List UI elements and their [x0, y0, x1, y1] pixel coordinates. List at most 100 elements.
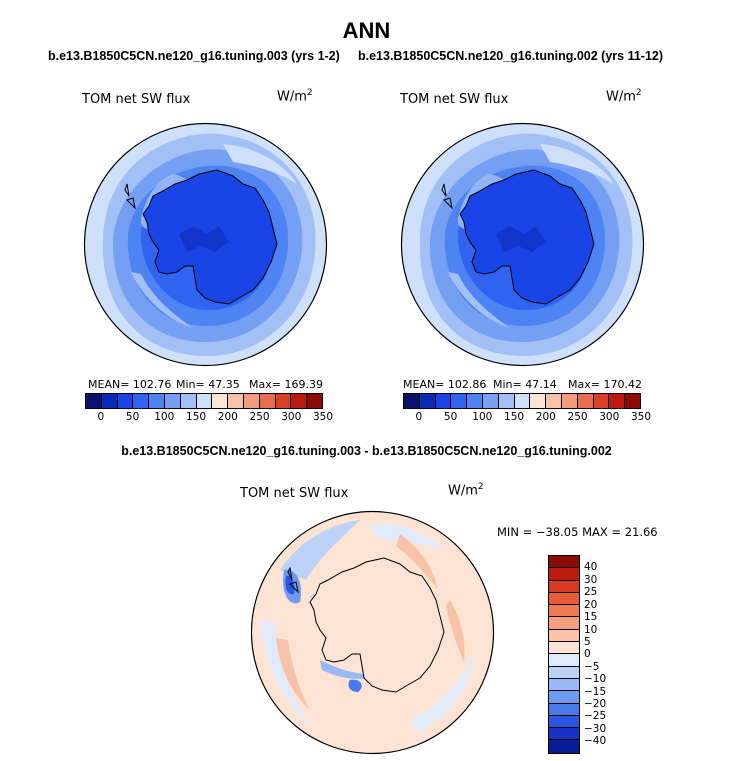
colorbar-tick-label: −5	[584, 660, 600, 673]
colorbar-swatch	[275, 394, 292, 408]
colorbar-swatch	[549, 629, 579, 643]
colorbar-swatch	[117, 394, 134, 408]
colorbar-swatch	[549, 666, 579, 679]
colorbar-swatch	[549, 580, 579, 593]
colorbar-swatch	[549, 568, 579, 581]
colorbar-swatch	[549, 654, 579, 667]
colorbar-tick-label: 15	[584, 611, 598, 624]
colorbar-swatch	[259, 394, 276, 408]
panel2-colorbar: 0 50 100 150 200 250 300 350	[403, 393, 651, 423]
colorbar-tick-label: 250	[249, 411, 270, 423]
panel1-min-text: Min= 47.35	[176, 378, 240, 391]
colorbar-swatch	[549, 740, 579, 753]
panel3-colorbar: 40 30 25 20 15 10 5 0 −5 −10 −15 −20 −25 −30 −40	[548, 555, 606, 754]
colorbar-tick-label: 20	[584, 598, 598, 611]
colorbar-swatch	[228, 394, 244, 408]
colorbar-tick-label: −10	[584, 673, 607, 686]
colorbar-tick-label: 100	[472, 411, 493, 423]
colorbar-tick-label: −40	[584, 735, 607, 748]
colorbar-swatch	[482, 394, 499, 408]
colorbar-swatch	[609, 394, 626, 408]
colorbar-tick-label: 250	[567, 411, 588, 423]
colorbar-swatch	[307, 394, 322, 408]
figure-title: ANN	[342, 18, 391, 43]
colorbar-swatch	[149, 394, 165, 408]
colorbar-swatch	[549, 703, 579, 716]
colorbar-swatch	[196, 394, 213, 408]
colorbar-swatch	[549, 678, 579, 692]
colorbar-swatch	[561, 394, 578, 408]
colorbar-swatch	[180, 394, 197, 408]
panel2-min-text: Min= 47.14	[493, 378, 557, 391]
panel1-units: W/m2	[277, 88, 313, 105]
colorbar-tick-label: 30	[584, 573, 598, 586]
colorbar-tick-label: −25	[584, 710, 607, 723]
colorbar-tick-label: 350	[630, 411, 652, 423]
colorbar-tick-label: 5	[584, 635, 591, 648]
colorbar-swatch	[549, 691, 579, 704]
panel3-map-title: TOM net SW flux	[240, 486, 349, 501]
colorbar-tick-label: 100	[154, 411, 175, 423]
colorbar-swatch	[530, 394, 547, 408]
colorbar-swatch	[549, 715, 579, 729]
colorbar-swatch	[467, 394, 483, 408]
colorbar-swatch	[625, 394, 640, 408]
colorbar-tick-label: 0	[97, 411, 105, 423]
colorbar-swatch	[212, 394, 229, 408]
panel2-max-text: Max= 170.42	[568, 378, 642, 391]
colorbar-swatch	[133, 394, 150, 408]
panel1-map-title: TOM net SW flux	[82, 92, 191, 107]
panel1-mean-text: MEAN= 102.76	[88, 378, 172, 391]
colorbar-swatch	[243, 394, 260, 408]
colorbar-swatch	[549, 556, 579, 569]
colorbar-tick-label: 25	[584, 586, 598, 599]
colorbar-tick-label: 200	[217, 411, 238, 423]
panel1-polar-map	[83, 122, 328, 367]
colorbar-tick-label: 0	[584, 648, 591, 661]
colorbar-swatch	[86, 394, 102, 408]
colorbar-tick-label: 300	[281, 411, 302, 423]
colorbar-swatch	[577, 394, 594, 408]
colorbar-tick-label: 300	[599, 411, 620, 423]
colorbar-tick-label: 40	[584, 561, 598, 574]
panel2-map-title: TOM net SW flux	[400, 92, 509, 107]
colorbar-swatch	[498, 394, 515, 408]
panel3-polar-map	[250, 510, 495, 755]
colorbar-swatch	[419, 394, 436, 408]
colorbar-tick-label: −15	[584, 685, 607, 698]
colorbar-swatch	[593, 394, 610, 408]
colorbar-swatch	[549, 592, 579, 606]
panel2-polar-map	[400, 122, 645, 367]
colorbar-tick-label: 150	[186, 411, 207, 423]
colorbar-tick-label: 50	[443, 411, 458, 423]
colorbar-swatch	[549, 617, 579, 630]
colorbar-swatch	[546, 394, 562, 408]
colorbar-swatch	[549, 605, 579, 618]
colorbar-swatch	[435, 394, 452, 408]
panel3-minmax-text: MIN = −38.05 MAX = 21.66	[497, 525, 658, 539]
panel1-colorbar: 0 50 100 150 200 250 300 350	[85, 393, 333, 423]
colorbar-swatch	[549, 642, 579, 655]
colorbar-tick-label: 350	[312, 411, 334, 423]
diff-title: b.e13.B1850C5CN.ne120_g16.tuning.003 - b…	[121, 444, 612, 458]
colorbar-swatch	[404, 394, 420, 408]
panel3-units: W/m2	[448, 482, 484, 499]
run2-title: b.e13.B1850C5CN.ne120_g16.tuning.002 (yr…	[358, 49, 664, 63]
colorbar-swatch	[514, 394, 531, 408]
colorbar-swatch	[164, 394, 181, 408]
panel1-max-text: Max= 169.39	[249, 378, 323, 391]
colorbar-tick-label: 150	[504, 411, 525, 423]
colorbar-tick-label: −20	[584, 698, 607, 711]
colorbar-swatch	[291, 394, 308, 408]
colorbar-tick-label: 200	[535, 411, 556, 423]
colorbar-tick-label: 50	[125, 411, 140, 423]
colorbar-swatch	[101, 394, 118, 408]
run1-title: b.e13.B1850C5CN.ne120_g16.tuning.003 (yr…	[48, 49, 340, 63]
panel2-mean-text: MEAN= 102.86	[403, 378, 487, 391]
colorbar-swatch	[451, 394, 468, 408]
panel2-units: W/m2	[606, 88, 642, 105]
colorbar-swatch	[549, 728, 579, 741]
colorbar-tick-label: 0	[415, 411, 423, 423]
colorbar-tick-label: −30	[584, 722, 607, 735]
colorbar-tick-label: 10	[584, 623, 598, 636]
